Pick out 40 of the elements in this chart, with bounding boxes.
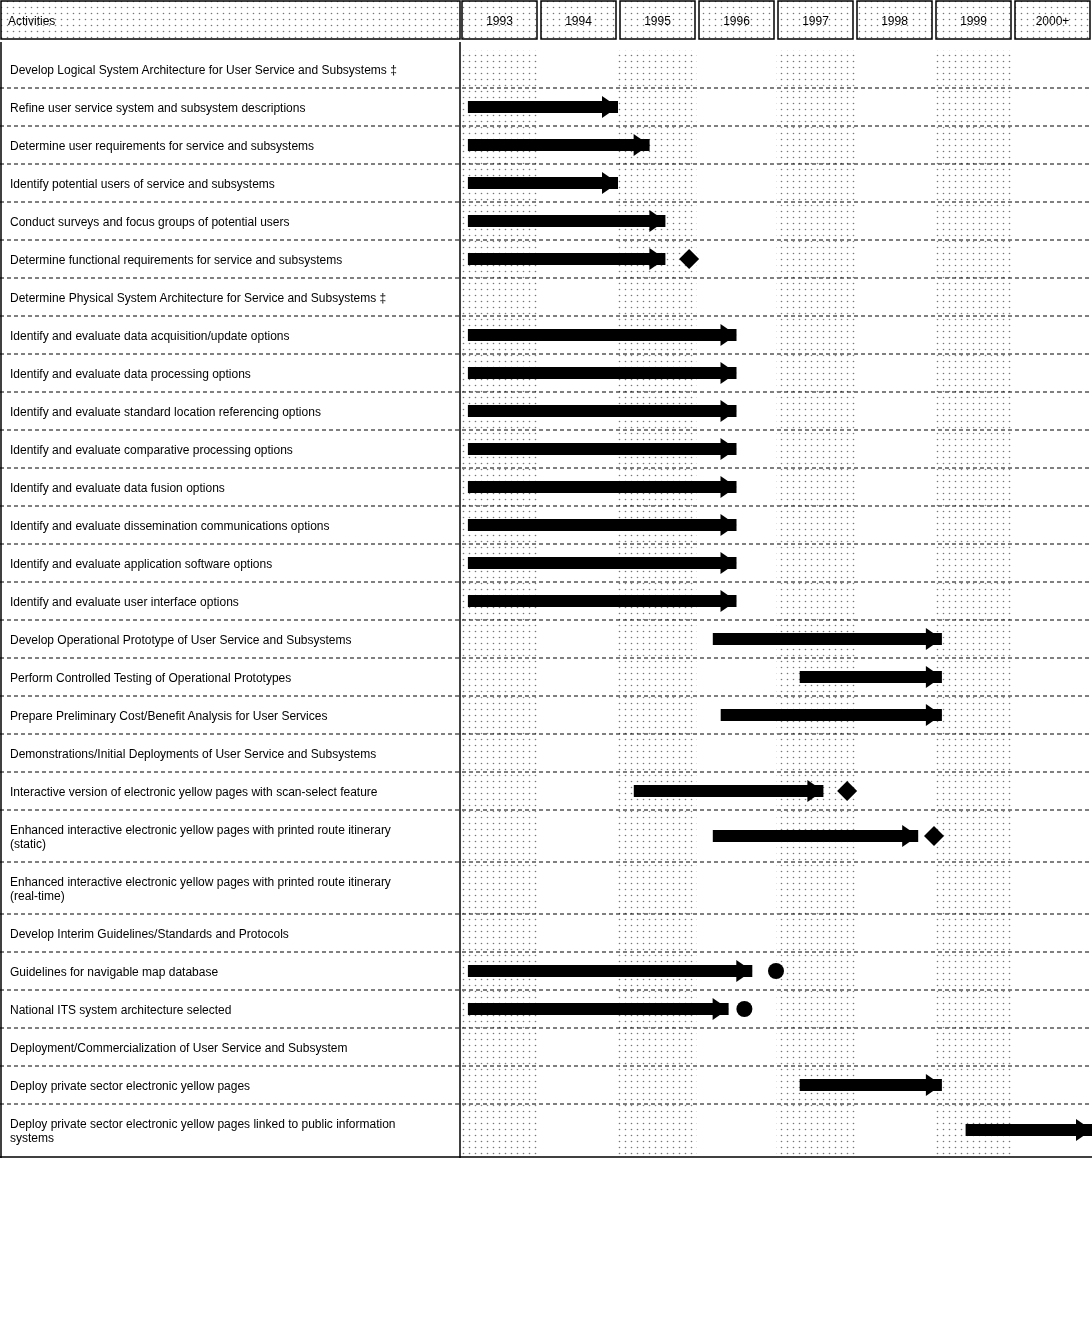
y-tick-label: Identify and evaluate comparative processing options — [10, 443, 293, 457]
y-tick-label: Enhanced interactive electronic yellow pages with printed route itinerary (real-time) — [10, 875, 391, 903]
y-axis-title: Activities — [8, 14, 56, 28]
x-tick-label: 1995 — [644, 14, 672, 28]
x-tick-label: 2000+ — [1035, 14, 1070, 28]
point — [768, 963, 784, 979]
y-tick-label: Deploy private sector electronic yellow pages — [10, 1079, 251, 1093]
x-tick-label: 1998 — [881, 14, 909, 28]
y-tick-label: Determine Physical System Architecture for Service and Subsystems ‡ — [10, 291, 387, 305]
y-tick-label: National ITS system architecture selected — [10, 1003, 232, 1017]
x-tick-label: 1997 — [802, 14, 830, 28]
y-tick-label: Determine user requirements for service and subsystems — [10, 139, 315, 153]
y-tick-label: Identify potential users of service and subsystems — [10, 177, 275, 191]
y-tick-label: Identify and evaluate standard location referencing options — [10, 405, 321, 419]
y-tick-label: Develop Interim Guidelines/Standards and Protocols — [10, 927, 289, 941]
y-tick-label: Prepare Preliminary Cost/Benefit Analysis for User Services — [10, 709, 328, 723]
y-tick-label: Guidelines for navigable map database — [10, 965, 219, 979]
y-tick-label: Identify and evaluate dissemination communications options — [10, 519, 330, 533]
y-tick-label: Identify and evaluate user interface options — [10, 595, 239, 609]
x-tick-label: 1993 — [486, 14, 514, 28]
y-tick-label: Deploy private sector electronic yellow pages linked to public information systems — [10, 1117, 396, 1145]
x-tick-label: 1996 — [723, 14, 751, 28]
y-tick-label: Interactive version of electronic yellow pages with scan-select feature — [10, 785, 378, 799]
y-tick-label: Determine functional requirements for service and subsystems — [10, 253, 343, 267]
y-tick-label: Identify and evaluate data processing options — [10, 367, 251, 381]
y-tick-label: Demonstrations/Initial Deployments of User Service and Subsystems — [10, 747, 377, 761]
y-tick-label: Identify and evaluate data fusion options — [10, 481, 225, 495]
y-tick-label: Perform Controlled Testing of Operational Prototypes — [10, 671, 292, 685]
y-tick-label: Develop Operational Prototype of User Service and Subsystems — [10, 633, 352, 647]
y-tick-label: Refine user service system and subsystem descriptions — [10, 101, 306, 115]
y-tick-label: Enhanced interactive electronic yellow pages with printed route itinerary (static) — [10, 823, 391, 851]
y-tick-label: Develop Logical System Architecture for User Service and Subsystems ‡ — [10, 63, 397, 77]
y-tick-label: Conduct surveys and focus groups of potential users — [10, 215, 290, 229]
y-tick-label: Identify and evaluate application software options — [10, 557, 273, 571]
x-tick-label: 1999 — [960, 14, 988, 28]
y-tick-label: Identify and evaluate data acquisition/update options — [10, 329, 290, 343]
point — [736, 1001, 753, 1017]
x-tick-label: 1994 — [565, 14, 593, 28]
point — [679, 249, 700, 269]
y-tick-label: Deployment/Commercialization of User Service and Subsystem — [10, 1041, 348, 1055]
